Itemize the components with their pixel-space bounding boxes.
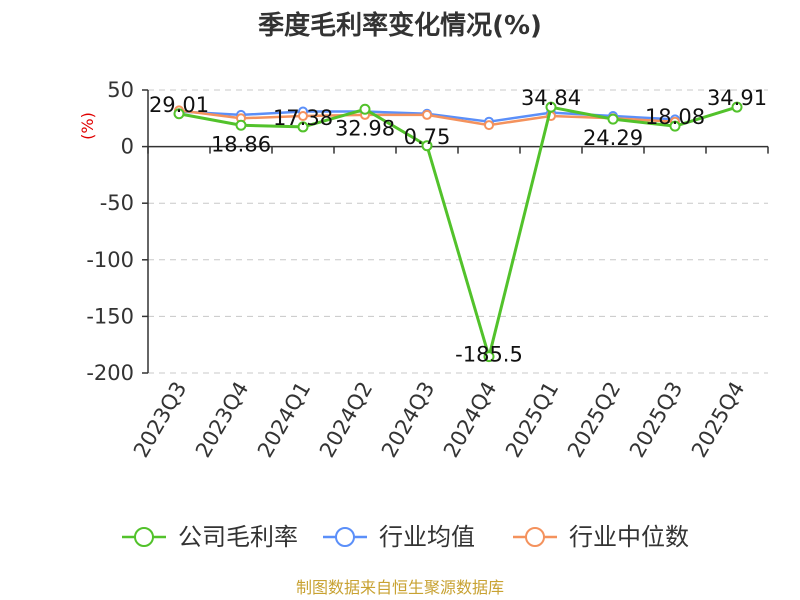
data-point: [483, 351, 495, 363]
legend-label: 行业均值: [379, 523, 475, 551]
source-note: 制图数据来自恒生聚源数据库: [296, 578, 504, 597]
x-axis: 2023Q3 2023Q4 2024Q1 2024Q2 2024Q3 2024Q4 2025…: [129, 145, 769, 462]
legend-label: 公司毛利率: [178, 523, 298, 551]
data-label: 18.86: [211, 132, 271, 156]
x-tick-label: 2025Q4: [687, 378, 749, 462]
legend-marker: [525, 527, 545, 547]
data-point: [297, 121, 309, 133]
x-tick-label: 2025Q3: [625, 378, 687, 462]
data-point: [731, 101, 743, 113]
x-tick-label: 2024Q3: [377, 378, 439, 462]
data-point: [545, 101, 557, 113]
legend-item: 公司毛利率: [122, 523, 298, 551]
data-label: 24.29: [583, 126, 643, 150]
data-point: [359, 103, 371, 115]
data-label: 34.84: [521, 86, 581, 110]
data-point: [421, 140, 433, 152]
y-tick-label: -150: [86, 304, 134, 328]
x-tick-label: 2024Q2: [315, 378, 377, 462]
data-label: 34.91: [707, 86, 767, 110]
y-axis: 50 0 -50 -100 -150 -200: [86, 78, 148, 385]
y-axis-unit: (%): [78, 112, 97, 140]
legend-marker: [335, 527, 355, 547]
y-tick-label: -100: [86, 248, 134, 272]
data-point: [422, 109, 432, 120]
legend-label: 行业中位数: [569, 523, 689, 551]
y-tick-label: 0: [121, 135, 134, 159]
chart-title: 季度毛利率变化情况(%): [258, 10, 542, 41]
data-label: -185.5: [455, 343, 523, 367]
grid-lines: [148, 89, 768, 374]
series-layer: [173, 101, 743, 363]
legend-item: 行业中位数: [513, 523, 689, 551]
data-point: [484, 120, 494, 131]
y-tick-label: -50: [100, 191, 134, 215]
data-label: 29.01: [149, 93, 209, 117]
y-tick-label: 50: [107, 78, 134, 102]
x-tick-label: 2024Q1: [253, 378, 315, 462]
data-label: 0.75: [404, 125, 451, 149]
series-line: [178, 105, 738, 359]
y-tick-label: -200: [86, 361, 134, 385]
x-tick-label: 2025Q1: [501, 378, 563, 462]
data-label: 17.38: [273, 106, 333, 130]
data-point: [173, 108, 185, 120]
data-point: [669, 120, 681, 132]
x-tick-label: 2024Q4: [439, 378, 501, 462]
data-point: [235, 119, 247, 131]
data-point: [298, 111, 308, 122]
legend-marker: [134, 527, 154, 547]
legend: 公司毛利率 行业均值 行业中位数: [122, 523, 689, 551]
x-tick-label: 2023Q4: [191, 378, 253, 462]
data-label: 32.98: [335, 116, 395, 140]
data-point: [607, 113, 619, 125]
data-label: 18.08: [645, 105, 705, 129]
legend-item: 行业均值: [323, 523, 475, 551]
x-tick-label: 2023Q3: [129, 378, 191, 462]
x-tick-label: 2025Q2: [563, 378, 625, 462]
